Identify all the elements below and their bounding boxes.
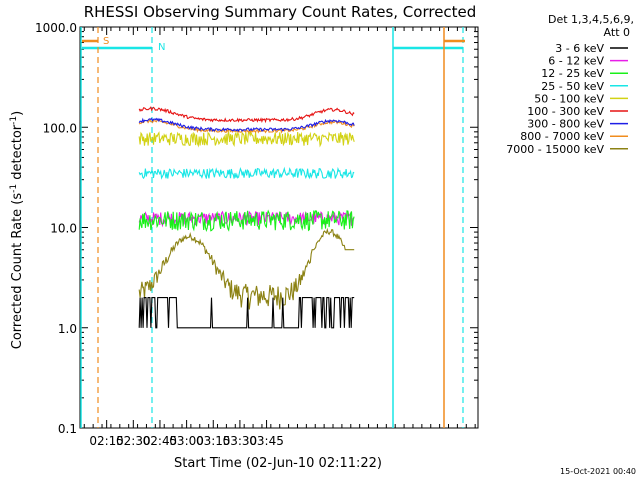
- legend-label: 12 - 25 keV: [541, 67, 604, 80]
- y-axis-label-mid: detector: [10, 124, 25, 184]
- legend-label: 300 - 800 keV: [527, 118, 604, 131]
- legend-label: 100 - 300 keV: [527, 105, 604, 118]
- legend-label: 25 - 50 keV: [541, 80, 604, 93]
- y-tick-label: 10.0: [50, 222, 77, 236]
- series-line-1: [138, 210, 355, 228]
- y-tick-label: 0.1: [58, 422, 77, 436]
- y-tick-label: 1000.0: [35, 21, 77, 35]
- y-axis-label-exp1: -1: [9, 184, 19, 193]
- legend-label: 800 - 7000 keV: [520, 130, 604, 143]
- series-line-3: [138, 166, 355, 180]
- y-tick-label: 100.0: [43, 121, 77, 135]
- legend-header-line2: Att 0: [604, 26, 630, 39]
- y-axis-label: Corrected Count Rate (s-1 detector-1): [9, 111, 25, 349]
- saa-flag-label: S: [103, 36, 109, 47]
- x-tick-label: 02:45: [143, 434, 178, 448]
- legend-header-line1: Det 1,3,4,5,6,9,: [548, 13, 634, 26]
- series-line-5: [138, 106, 355, 124]
- x-axis-label: Start Time (02-Jun-10 02:11:22): [174, 456, 382, 471]
- y-axis-label-end: ): [10, 111, 25, 116]
- series-line-2: [138, 209, 355, 232]
- legend-label: 3 - 6 keV: [555, 42, 604, 55]
- series-line-4: [138, 130, 355, 148]
- x-tick-label: 03:15: [196, 434, 231, 448]
- legend-label: 7000 - 15000 keV: [506, 143, 604, 156]
- footer-timestamp: 15-Oct-2021 00:40: [560, 467, 636, 476]
- x-tick-label: 02:30: [116, 434, 151, 448]
- series-line-0: [138, 297, 355, 329]
- series-line-6: [138, 117, 355, 133]
- x-tick-label: 03:30: [223, 434, 258, 448]
- chart-title: RHESSI Observing Summary Count Rates, Co…: [84, 3, 477, 21]
- x-tick-label: 02:15: [89, 434, 124, 448]
- x-tick-label: 03:00: [169, 434, 204, 448]
- legend-label: 6 - 12 keV: [548, 55, 604, 68]
- series-line-8: [138, 227, 355, 310]
- y-axis-label-exp2: -1: [9, 116, 19, 125]
- y-tick-label: 1.0: [58, 322, 77, 336]
- x-tick-label: 03:45: [249, 434, 284, 448]
- legend-label: 50 - 100 keV: [534, 92, 604, 105]
- night-flag-label: N: [158, 42, 165, 53]
